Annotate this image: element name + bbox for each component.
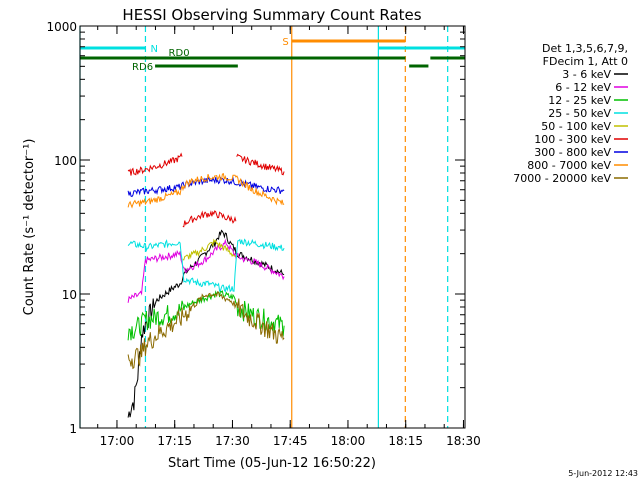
legend-label-5: 100 - 300 keV (534, 133, 611, 146)
axes: 17:00 17:15 17:30 17:45 18:00 18:15 18:30 1 10 10… (46, 20, 480, 448)
series-line-8 (127, 290, 285, 370)
series-line-1 (127, 238, 285, 303)
series-line-0 (127, 229, 285, 418)
legend-label-3: 25 - 50 keV (548, 107, 611, 120)
legend-label-4: 50 - 100 keV (541, 120, 611, 133)
flag-label-n: N (150, 44, 157, 55)
flag-label-rd0: RD0 (169, 48, 190, 59)
plot-lines (79, 26, 449, 428)
x-tick-label-3: 17:45 (273, 434, 308, 448)
legend-header-1: FDecim 1, Att 0 (543, 55, 628, 68)
x-tick-label-6: 18:30 (446, 434, 481, 448)
footer-date: 5-Jun-2012 12:43 (568, 469, 638, 478)
flag-bars: N S RD0 RD6 (80, 37, 465, 73)
series-line-7 (127, 173, 285, 209)
y-axis-label: Count Rate (s⁻¹ detector⁻¹) (22, 139, 37, 316)
flag-label-s: S (282, 37, 288, 48)
series-line-5 (127, 152, 285, 228)
legend: Det 1,3,5,6,7,9,FDecim 1, Att 03 - 6 keV… (513, 42, 628, 185)
y-tick-label-0: 1 (69, 422, 77, 436)
x-tick-label-1: 17:15 (157, 434, 192, 448)
series-line-2 (127, 289, 285, 341)
legend-label-2: 12 - 25 keV (548, 94, 611, 107)
legend-label-6: 300 - 800 keV (534, 146, 611, 159)
x-tick-label-2: 17:30 (215, 434, 250, 448)
y-tick-label-3: 1000 (46, 20, 77, 34)
series-line-3 (127, 238, 285, 293)
y-tick-label-1: 10 (62, 288, 77, 302)
series-line-6 (127, 176, 285, 198)
x-tick-label-5: 18:15 (388, 434, 423, 448)
y-tick-label-2: 100 (54, 154, 77, 168)
flag-label-rd6: RD6 (132, 62, 153, 73)
legend-label-0: 3 - 6 keV (562, 68, 611, 81)
x-axis-label: Start Time (05-Jun-12 16:50:22) (168, 456, 376, 471)
legend-label-1: 6 - 12 keV (555, 81, 611, 94)
series-group (127, 152, 285, 418)
chart-title: HESSI Observing Summary Count Rates (122, 6, 421, 24)
series-line-4 (182, 238, 237, 261)
x-tick-label-4: 18:00 (331, 434, 366, 448)
plot-frame (79, 25, 466, 429)
legend-label-7: 800 - 7000 keV (527, 159, 611, 172)
legend-header-0: Det 1,3,5,6,7,9, (542, 42, 628, 55)
x-tick-label-0: 17:00 (100, 434, 135, 448)
legend-label-8: 7000 - 20000 keV (513, 172, 611, 185)
